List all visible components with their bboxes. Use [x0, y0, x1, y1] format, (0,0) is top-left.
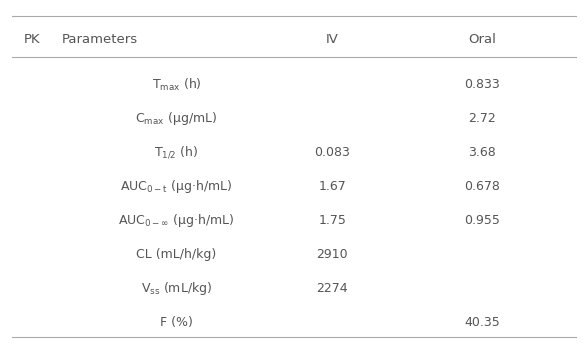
Text: 0.955: 0.955 [464, 214, 500, 227]
Text: 2910: 2910 [316, 248, 348, 261]
Text: 2274: 2274 [316, 282, 348, 295]
Text: $\mathrm{AUC}_{\mathrm{0-\infty}}$ (μg·h/mL): $\mathrm{AUC}_{\mathrm{0-\infty}}$ (μg·h… [118, 212, 235, 229]
Text: 0.678: 0.678 [464, 180, 500, 193]
Text: 2.72: 2.72 [468, 112, 496, 125]
Text: F (%): F (%) [160, 316, 193, 329]
Text: Oral: Oral [468, 33, 496, 46]
Text: Parameters: Parameters [62, 33, 138, 46]
Text: $\mathrm{C}_{\mathrm{max}}$ (μg/mL): $\mathrm{C}_{\mathrm{max}}$ (μg/mL) [135, 110, 218, 127]
Text: 0.083: 0.083 [314, 146, 350, 159]
Text: 1.67: 1.67 [318, 180, 346, 193]
Text: IV: IV [326, 33, 339, 46]
Text: PK: PK [24, 33, 40, 46]
Text: 40.35: 40.35 [465, 316, 500, 329]
Text: 1.75: 1.75 [318, 214, 346, 227]
Text: 3.68: 3.68 [468, 146, 496, 159]
Text: 0.833: 0.833 [465, 78, 500, 91]
Text: $\mathrm{V}_{\mathrm{ss}}$ (mL/kg): $\mathrm{V}_{\mathrm{ss}}$ (mL/kg) [141, 280, 212, 297]
Text: $\mathrm{T}_{\mathrm{max}}$ (h): $\mathrm{T}_{\mathrm{max}}$ (h) [152, 77, 201, 93]
Text: CL (mL/h/kg): CL (mL/h/kg) [136, 248, 216, 261]
Text: $\mathrm{AUC}_{\mathrm{0-t}}$ (μg·h/mL): $\mathrm{AUC}_{\mathrm{0-t}}$ (μg·h/mL) [120, 178, 233, 195]
Text: $\mathrm{T}_{\mathrm{1/2}}$ (h): $\mathrm{T}_{\mathrm{1/2}}$ (h) [154, 145, 199, 161]
